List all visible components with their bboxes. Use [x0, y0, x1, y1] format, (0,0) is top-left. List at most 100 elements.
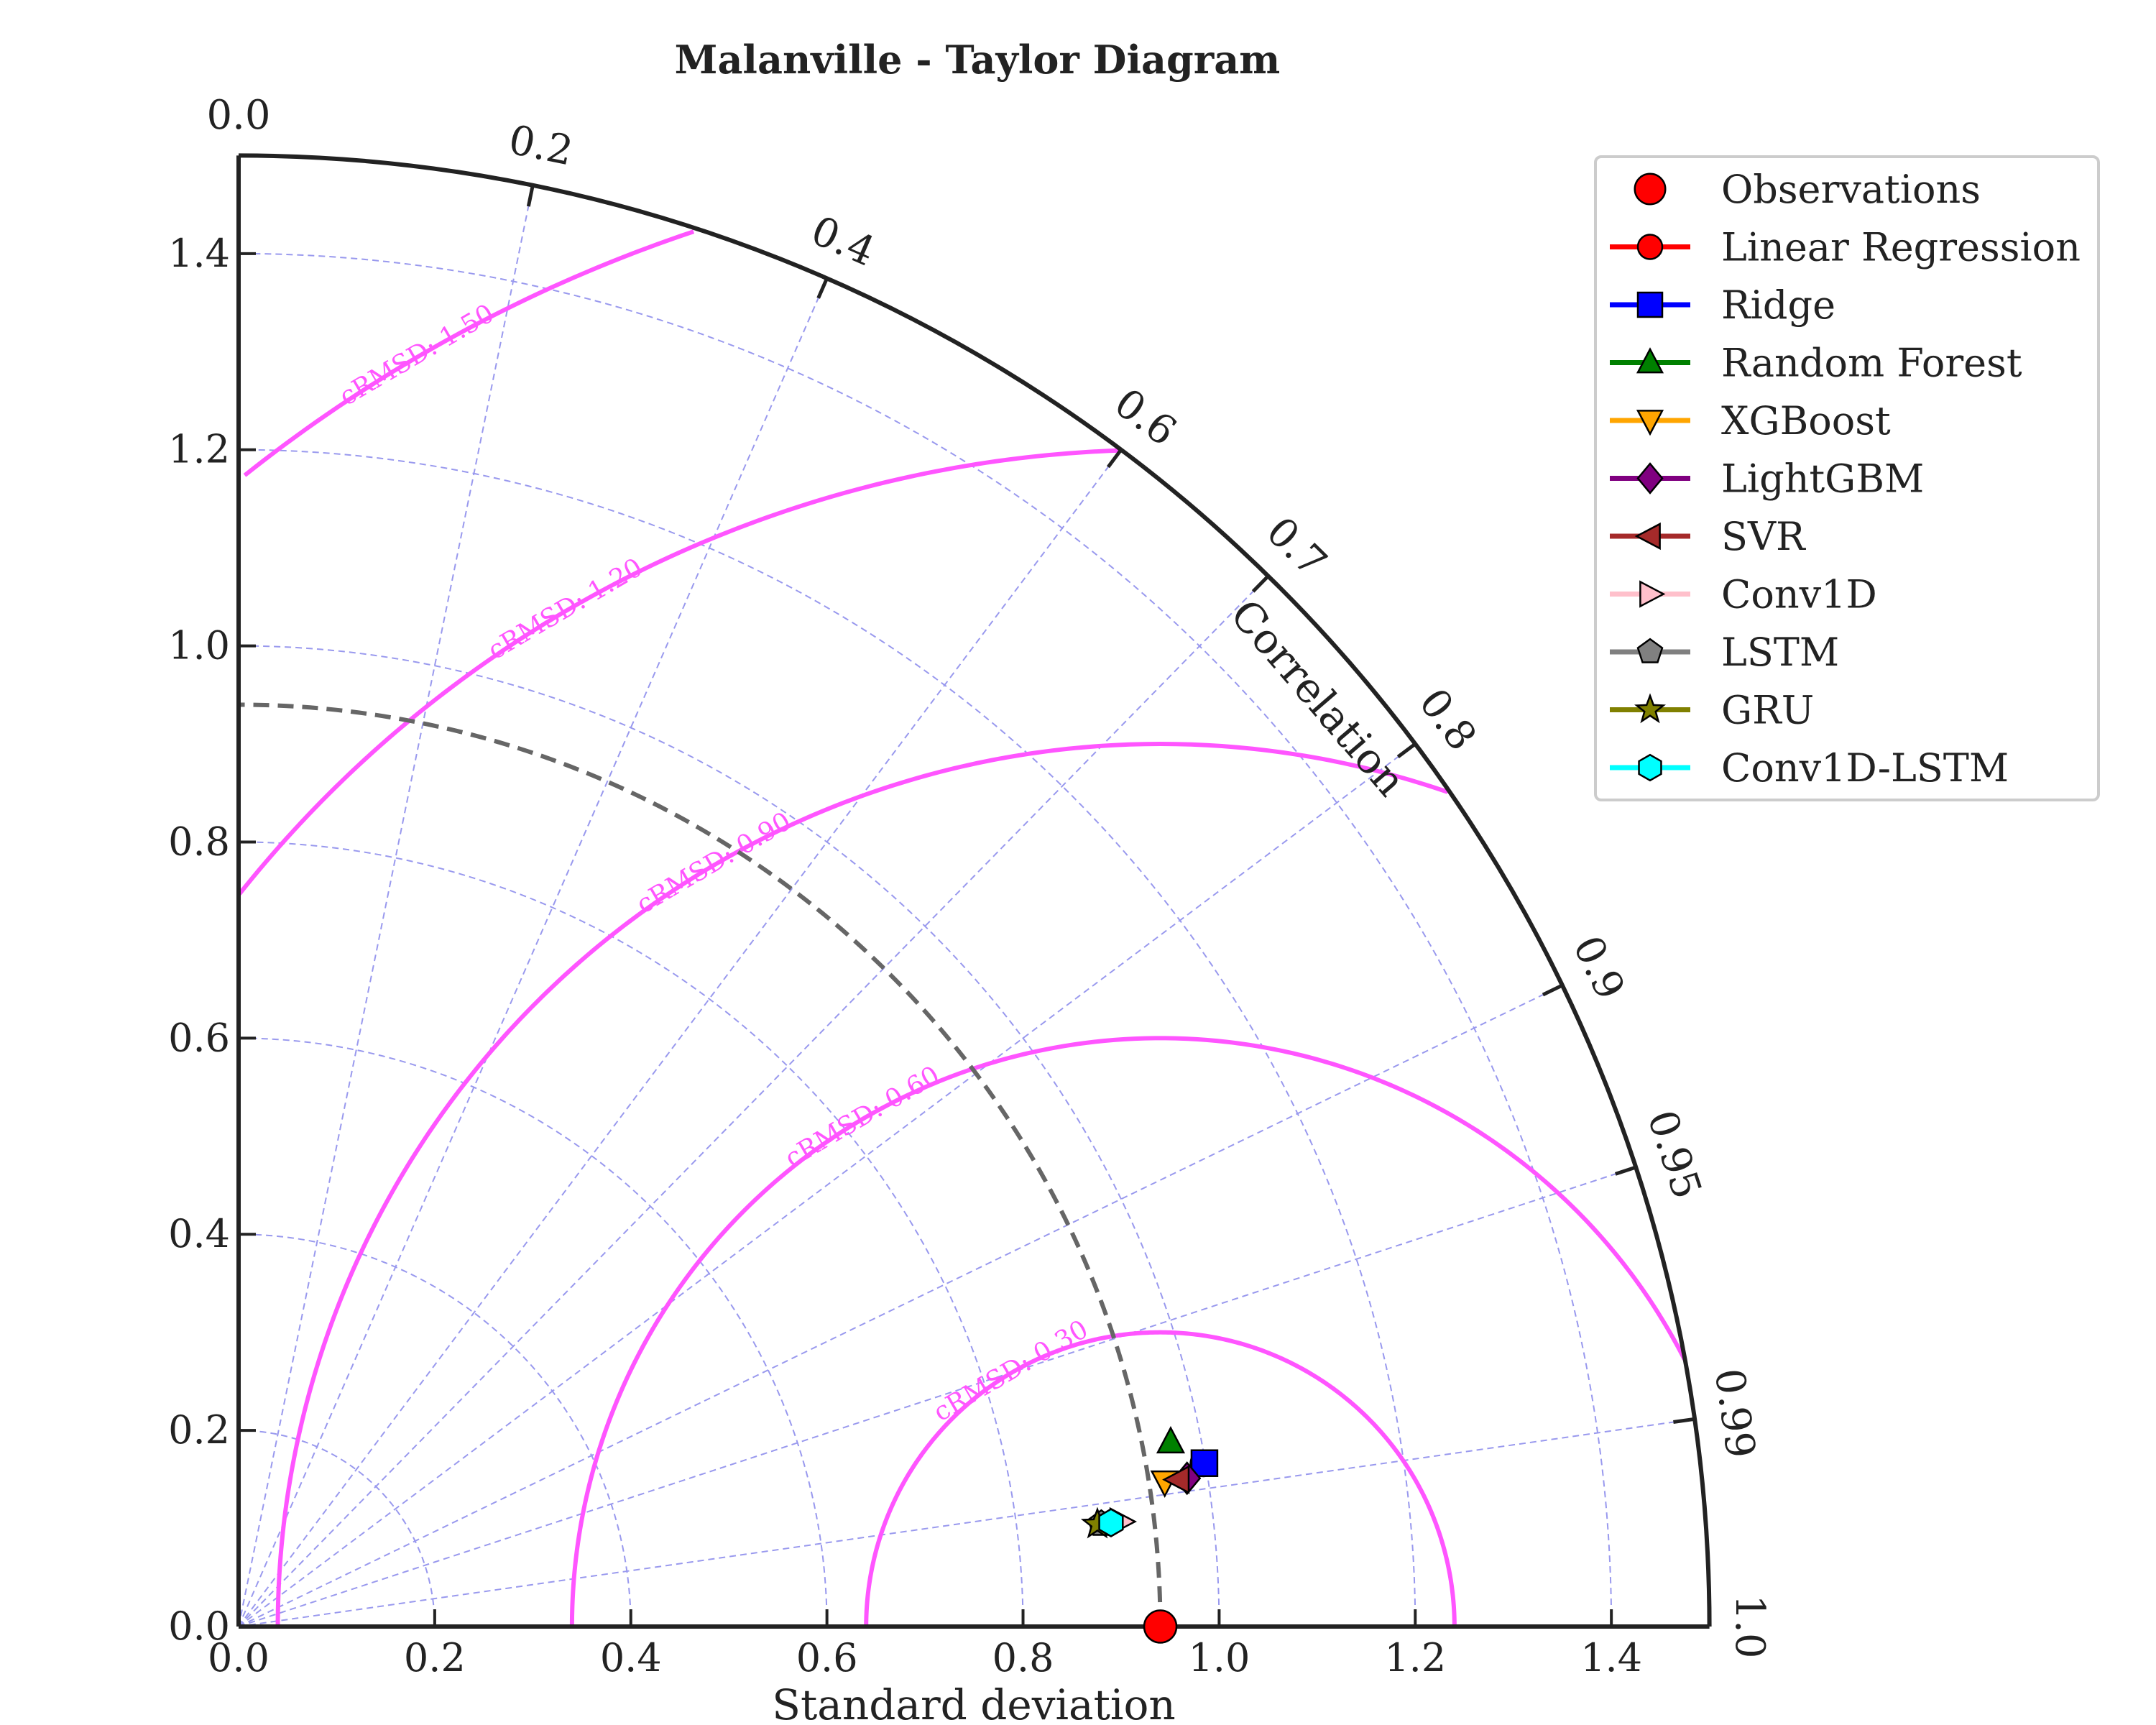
point-svr [1162, 1465, 1190, 1494]
crmsd-contour-line [569, 1036, 1687, 1627]
crmsd-contour-line [243, 229, 695, 477]
correlation-tick [1542, 983, 1564, 997]
reference-std-arc [238, 702, 1163, 1627]
correlation-grid-line [238, 575, 1269, 1627]
legend-marker [1636, 347, 1664, 374]
outer-arc-axis [238, 153, 1712, 1627]
chart-title: Malanville - Taylor Diagram [675, 37, 1281, 83]
legend-label: SVR [1721, 514, 1806, 559]
correlation-grid-line [238, 985, 1563, 1627]
crmsd-contour-line [275, 742, 1449, 1627]
marker-observations [1143, 1609, 1178, 1644]
y-tick-label: 0.2 [168, 1407, 230, 1453]
x-tick-label: 0.8 [992, 1635, 1054, 1680]
correlation-tick-label: 0.0 [206, 92, 270, 139]
correlation-tick-label: 0.4 [804, 207, 882, 275]
std-grid-arc [238, 1037, 828, 1627]
axes-layer [236, 153, 1712, 1629]
legend-entry-svr: SVR [1610, 514, 1806, 559]
legend: Observations Linear Regression Ridge Random… [1594, 155, 2100, 801]
point-observations [1143, 1609, 1178, 1644]
legend-entry-random-forest: Random Forest [1610, 341, 2022, 386]
correlation-tick-label: 0.8 [1409, 680, 1485, 759]
legend-entry-conv1d-lstm: Conv1D-LSTM [1610, 745, 2009, 791]
x-tick-label: 1.2 [1384, 1635, 1446, 1680]
legend-marker [1636, 462, 1664, 494]
legend-marker [1639, 580, 1666, 608]
y-tick-label: 1.2 [168, 427, 230, 472]
correlation-tick [526, 185, 535, 207]
crmsd-label: cRMSD: 1.20 [483, 553, 648, 666]
reference-arc-layer [238, 702, 1163, 1627]
correlation-grid-line [238, 449, 1122, 1627]
legend-label: GRU [1721, 688, 1814, 733]
correlation-tick [816, 277, 829, 299]
legend-entry-gru: GRU [1610, 688, 1814, 733]
crmsd-contours: cRMSD: 0.30 cRMSD: 0.60 cRMSD: 0.90 cRMSD: … [237, 229, 1687, 1627]
correlation-tick [1673, 1417, 1695, 1424]
crmsd-contour: cRMSD: 1.20 [237, 448, 1120, 896]
legend-entry-observations: Observations [1634, 167, 1981, 212]
correlation-grid-line [238, 277, 828, 1627]
legend-label: Observations [1721, 167, 1981, 212]
legend-marker [1636, 234, 1664, 260]
correlation-tick [1106, 448, 1123, 469]
std-grid-arc [238, 645, 1220, 1627]
correlation-grid-line [238, 743, 1416, 1627]
legend-entry-linear-regression: Linear Regression [1610, 225, 2081, 270]
marker-random-forest [1156, 1426, 1186, 1454]
grid-layer [238, 185, 1695, 1627]
crmsd-label: cRMSD: 0.30 [929, 1315, 1093, 1427]
legend-entry-conv1d: Conv1D [1610, 572, 1877, 617]
legend-label: LightGBM [1721, 456, 1924, 502]
legend-marker [1634, 522, 1661, 551]
y-tick-label: 1.0 [168, 623, 230, 668]
crmsd-contour: cRMSD: 0.90 [275, 742, 1449, 1627]
crmsd-contour-line [237, 448, 1120, 896]
legend-entry-xgboost: XGBoost [1610, 398, 1891, 443]
y-tick-label: 0.6 [168, 1015, 230, 1060]
legend-label: XGBoost [1721, 398, 1891, 443]
x-tick-label: 0.6 [796, 1635, 858, 1680]
legend-label: LSTM [1721, 630, 1839, 675]
y-tick-label: 0.0 [168, 1604, 230, 1649]
legend-marker [1634, 172, 1667, 206]
legend-label: Ridge [1721, 282, 1835, 328]
point-conv1d-lstm [1098, 1508, 1124, 1537]
std-grid-arc [238, 1430, 436, 1627]
crmsd-label: cRMSD: 0.60 [780, 1061, 944, 1174]
crmsd-label: cRMSD: 0.90 [632, 806, 796, 919]
legend-label: Conv1D [1721, 572, 1877, 617]
legend-box [1594, 155, 2100, 801]
legend-entry-ridge: Ridge [1610, 282, 1835, 328]
correlation-tick [1396, 742, 1416, 759]
legend-label: Linear Regression [1721, 225, 2081, 270]
crmsd-contour: cRMSD: 1.50 [243, 229, 695, 477]
std-grid-arc [238, 252, 1613, 1627]
x-tick-label: 1.4 [1580, 1635, 1642, 1680]
legend-marker [1638, 753, 1662, 782]
correlation-tick-label: 0.99 [1705, 1366, 1764, 1461]
x-tick-label: 0.2 [404, 1635, 466, 1680]
crmsd-contour-line [864, 1330, 1457, 1627]
correlation-grid-line [238, 185, 534, 1627]
x-tick-label: 0.4 [600, 1635, 662, 1680]
crmsd-label: cRMSD: 1.50 [335, 299, 499, 412]
point-ridge [1190, 1449, 1219, 1477]
marker-svr [1162, 1465, 1190, 1494]
legend-marker [1636, 291, 1664, 318]
x-axis-label: Standard deviation [772, 1680, 1175, 1725]
x-tick-label: 1.0 [1188, 1635, 1250, 1680]
y-tick-label: 0.8 [168, 819, 230, 864]
x-tick-label: 0.0 [208, 1635, 270, 1680]
correlation-tick-label: 0.2 [505, 116, 576, 175]
std-grid-arc [238, 448, 1416, 1627]
correlation-tick-label: 1.0 [1726, 1594, 1773, 1658]
correlation-grid-line [238, 1166, 1636, 1627]
y-tick-label: 1.4 [168, 231, 230, 276]
correlation-tick-label: 0.6 [1105, 380, 1184, 455]
legend-marker [1636, 410, 1664, 436]
marker-conv1d-lstm [1098, 1508, 1124, 1537]
correlation-tick-label: 0.95 [1638, 1105, 1710, 1205]
